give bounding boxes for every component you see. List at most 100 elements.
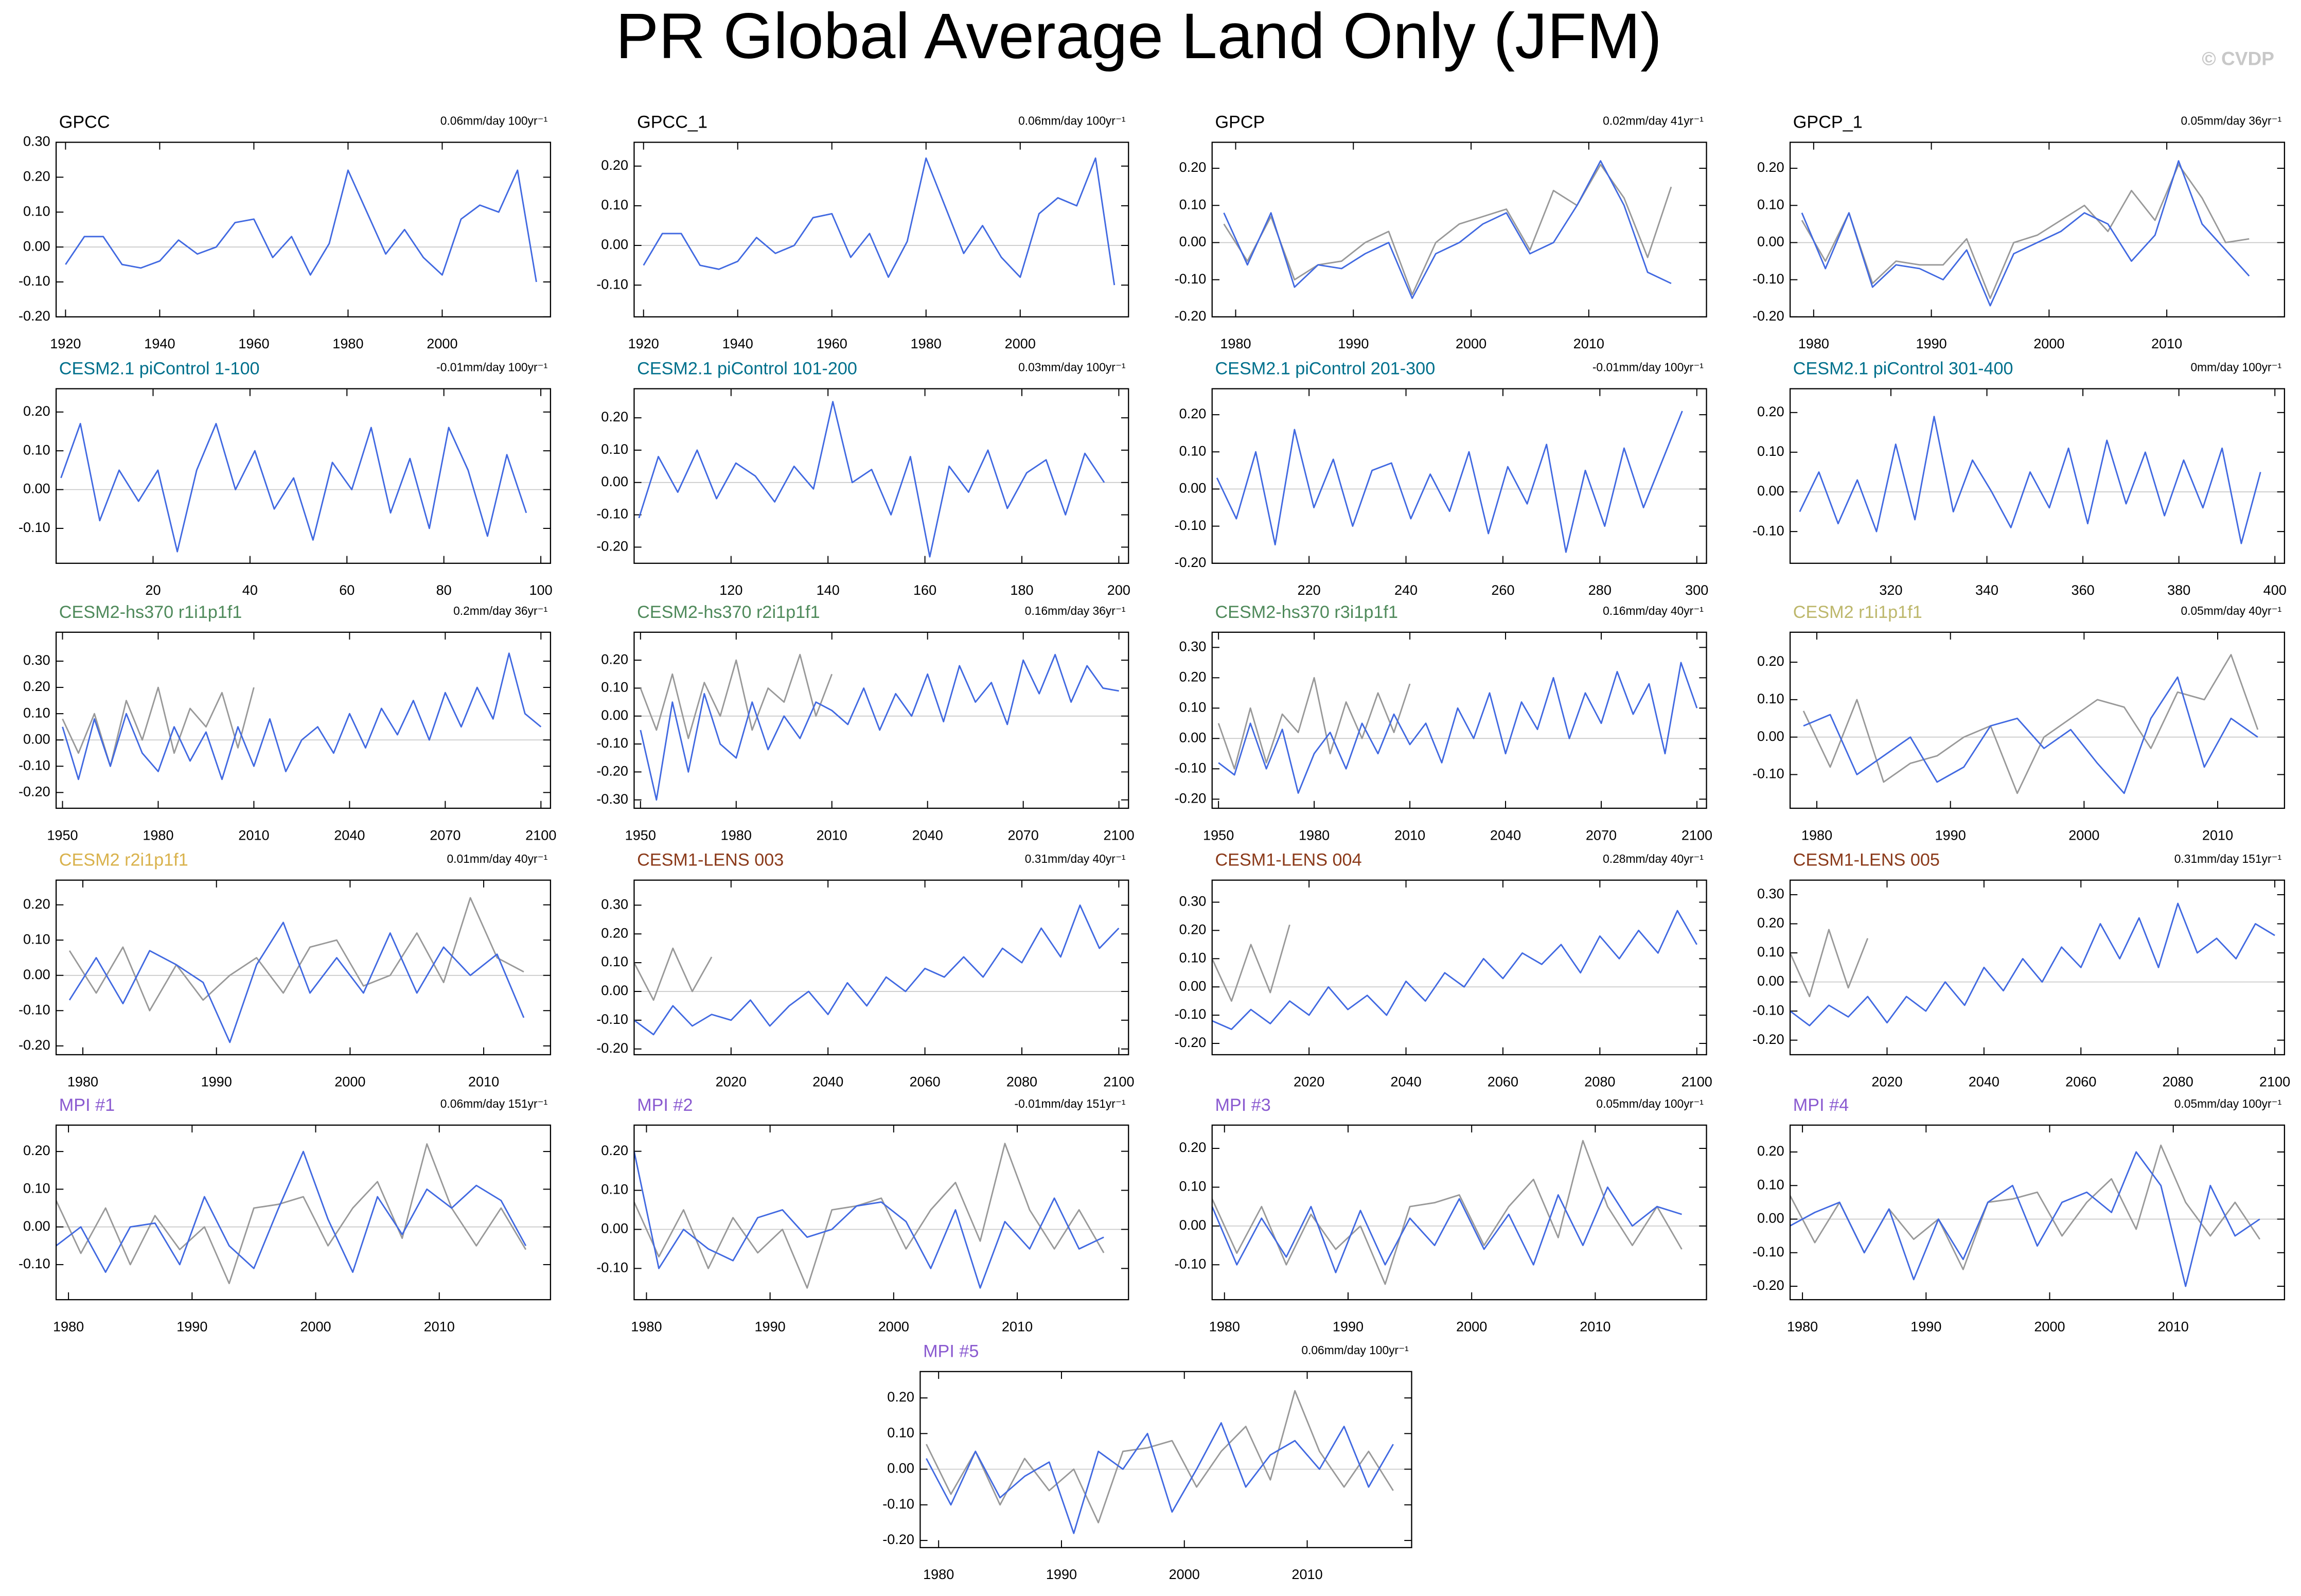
series-line: [1216, 411, 1683, 553]
x-tick-label: 1990: [1910, 1318, 1941, 1334]
panel-title: MPI #2: [637, 1095, 693, 1115]
x-tick-label: 1980: [332, 335, 363, 351]
y-tick-label: 0.10: [1179, 949, 1207, 965]
plot-frame: [1211, 631, 1707, 809]
trend-label: 0.28mm/day 40yr⁻¹: [1603, 852, 1704, 865]
y-tick-label: -0.20: [19, 783, 50, 799]
y-tick-label: 0.30: [23, 652, 50, 668]
series-line: [1803, 676, 2258, 794]
x-tick-label: 1980: [67, 1073, 98, 1089]
x-tick-label: 2040: [1490, 827, 1521, 843]
x-tick-label: 1980: [143, 827, 173, 843]
y-tick-label: -0.10: [1175, 759, 1207, 775]
x-tick-label: 2070: [430, 827, 461, 843]
panel-title: CESM2 r2i1p1f1: [59, 850, 188, 870]
x-tick-label: 160: [913, 582, 936, 598]
y-tick-label: 0.30: [601, 896, 628, 912]
series-line: [56, 1150, 527, 1273]
y-tick-label: 0.20: [23, 896, 50, 912]
y-tick-label: -0.10: [882, 1496, 914, 1512]
y-tick-label: -0.10: [1175, 1255, 1207, 1271]
y-tick-label: 0.00: [601, 236, 628, 252]
y-tick-label: -0.10: [1175, 517, 1207, 533]
x-tick-label: 2010: [1580, 1318, 1610, 1334]
x-tick-label: 1990: [176, 1318, 207, 1334]
x-tick-label: 2000: [300, 1318, 331, 1334]
x-tick-label: 1980: [1209, 1318, 1240, 1334]
x-tick-label: 1990: [1916, 335, 1946, 351]
y-tick-label: 0.10: [601, 679, 628, 695]
x-tick-label: 120: [719, 582, 742, 598]
trend-label: -0.01mm/day 100yr⁻¹: [436, 361, 547, 374]
y-tick-label: -0.10: [596, 1011, 628, 1027]
plot-frame: [633, 1124, 1129, 1301]
panel-title: GPCC_1: [637, 113, 707, 132]
trend-label: 0.05mm/day 36yr⁻¹: [2181, 114, 2281, 128]
panel-title: GPCP_1: [1793, 113, 1863, 132]
x-tick-label: 2010: [2151, 335, 2182, 351]
y-tick-label: -0.10: [19, 519, 50, 535]
x-tick-label: 2010: [1002, 1318, 1033, 1334]
trend-label: 0.16mm/day 40yr⁻¹: [1603, 604, 1704, 617]
y-tick-label: -0.20: [882, 1531, 914, 1547]
y-tick-label: 0.20: [1179, 921, 1207, 937]
panel-title: CESM2-hs370 r1i1p1f1: [59, 602, 242, 622]
y-tick-label: 0.00: [1179, 480, 1207, 496]
y-tick-label: -0.20: [1753, 1277, 1784, 1293]
y-tick-label: 0.10: [601, 1181, 628, 1197]
trend-label: 0.06mm/day 100yr⁻¹: [1018, 114, 1126, 128]
plot-frame: [1789, 388, 2286, 564]
x-tick-label: 2020: [1294, 1073, 1324, 1089]
x-tick-label: 2010: [817, 827, 847, 843]
y-tick-label: -0.10: [1753, 271, 1784, 287]
y-tick-label: -0.20: [19, 1037, 50, 1053]
x-tick-label: 1990: [1935, 827, 1966, 843]
series-line: [640, 653, 1119, 801]
y-tick-label: 0.00: [601, 707, 628, 723]
y-tick-label: 0.00: [23, 966, 50, 982]
series-line: [638, 401, 1105, 558]
y-tick-label: 0.10: [1757, 443, 1784, 459]
x-tick-label: 2040: [912, 827, 943, 843]
y-tick-label: 0.00: [1179, 234, 1207, 250]
x-tick-label: 380: [2167, 582, 2190, 598]
plot-frame: [633, 879, 1129, 1056]
y-tick-label: -0.20: [1175, 1034, 1207, 1050]
x-tick-label: 220: [1298, 582, 1321, 598]
x-tick-label: 1980: [1220, 335, 1251, 351]
y-tick-label: -0.10: [1753, 522, 1784, 538]
y-tick-label: 0.30: [1179, 893, 1207, 909]
series-line: [1801, 160, 2250, 307]
panel-title: CESM1-LENS 005: [1793, 850, 1940, 870]
figure-title: PR Global Average Land Only (JFM): [615, 0, 1661, 72]
y-tick-label: -0.20: [1753, 308, 1784, 324]
panel-title: CESM2-hs370 r3i1p1f1: [1215, 602, 1398, 622]
y-tick-label: 0.20: [1179, 1139, 1207, 1155]
plot-frame: [1789, 1124, 2286, 1301]
series-line: [633, 1143, 1105, 1289]
y-tick-label: 0.00: [601, 473, 628, 489]
x-tick-label: 2010: [1291, 1566, 1322, 1582]
y-tick-label: 0.10: [23, 704, 50, 720]
y-tick-label: -0.10: [19, 1001, 50, 1017]
x-tick-label: 1990: [201, 1073, 232, 1089]
x-tick-label: 2000: [2068, 827, 2099, 843]
y-tick-label: -0.10: [1753, 766, 1784, 782]
x-tick-label: 1940: [144, 335, 175, 351]
y-tick-label: 0.10: [601, 441, 628, 457]
x-tick-label: 2100: [2259, 1073, 2290, 1089]
trend-label: 0.16mm/day 36yr⁻¹: [1025, 604, 1126, 617]
y-tick-label: 0.00: [601, 982, 628, 998]
plot-frame: [633, 388, 1129, 564]
x-tick-label: 1980: [1798, 335, 1829, 351]
y-tick-label: -0.10: [596, 735, 628, 751]
y-tick-label: 0.00: [1757, 973, 1784, 989]
series-line: [62, 686, 255, 767]
y-tick-label: 0.10: [23, 1180, 50, 1196]
x-tick-label: 2010: [1394, 827, 1425, 843]
plot-frame: [1789, 631, 2286, 809]
y-tick-label: 0.10: [1179, 699, 1207, 715]
x-tick-label: 2010: [2202, 827, 2233, 843]
panel-title: CESM2 r1i1p1f1: [1793, 602, 1922, 622]
